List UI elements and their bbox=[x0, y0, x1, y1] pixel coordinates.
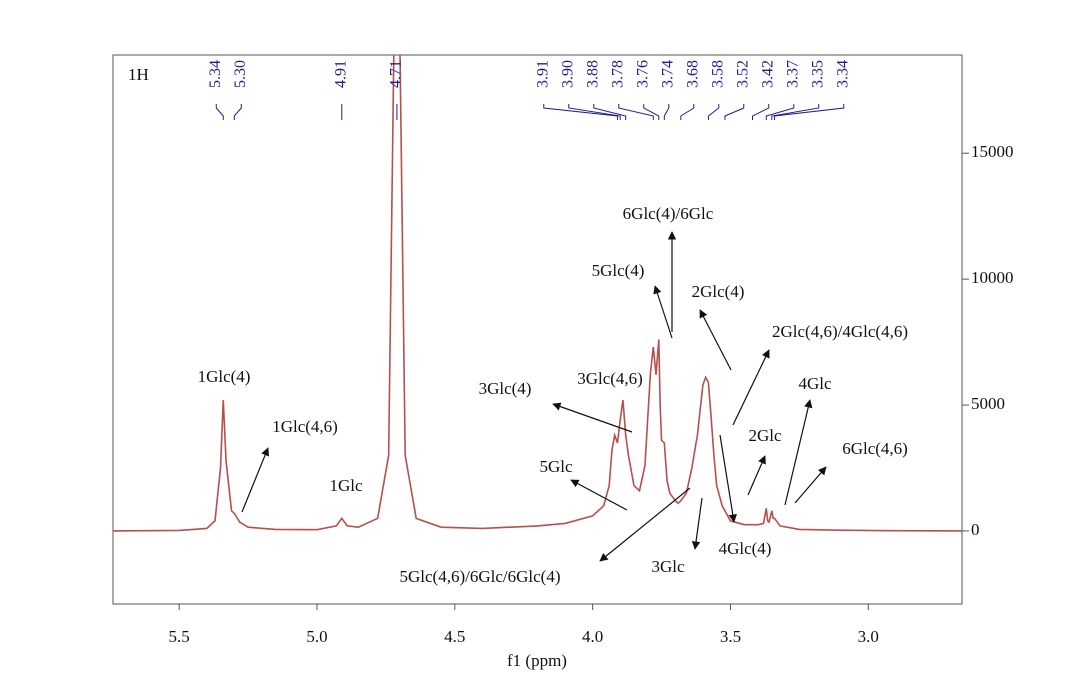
annotation: 4Glc bbox=[798, 374, 832, 393]
annotation: 4Glc(4) bbox=[719, 539, 772, 558]
plot-area bbox=[113, 55, 962, 532]
annotation-arrow bbox=[784, 399, 813, 506]
peak-label: 5.34 bbox=[207, 60, 224, 88]
peak-label: 3.68 bbox=[684, 60, 701, 88]
peak-label: 3.76 bbox=[634, 60, 651, 88]
peak-label: 3.34 bbox=[834, 60, 851, 88]
peak-label: 5.30 bbox=[232, 60, 249, 88]
spectrum-line bbox=[113, 55, 962, 532]
y-tick-label: 15000 bbox=[971, 142, 1014, 161]
peak-label: 3.74 bbox=[659, 60, 676, 88]
annotation: 6Glc(4,6) bbox=[842, 439, 908, 458]
peak-connector bbox=[752, 104, 770, 120]
annotation: 6Glc(4)/6Glc bbox=[623, 204, 714, 223]
x-tick-label: 3.0 bbox=[858, 627, 879, 646]
peak-connector bbox=[724, 104, 745, 120]
peak-connector bbox=[618, 104, 654, 120]
annotation: 5Glc bbox=[539, 457, 573, 476]
peak-connector bbox=[568, 104, 621, 120]
peak-connector bbox=[643, 104, 660, 120]
annotation: 3Glc(4,6) bbox=[577, 369, 643, 388]
peak-label: 4.91 bbox=[332, 60, 349, 88]
peak-connector bbox=[707, 104, 720, 120]
annotation-arrow bbox=[570, 479, 628, 511]
annotation-arrow bbox=[653, 285, 673, 339]
peak-label: 3.91 bbox=[534, 60, 551, 88]
annotation: 5Glc(4,6)/6Glc/6Glc(4) bbox=[400, 567, 561, 586]
x-tick-label: 3.5 bbox=[720, 627, 741, 646]
annotation: 1Glc bbox=[329, 476, 363, 495]
peak-label: 3.42 bbox=[759, 60, 776, 88]
corner-label: 1H bbox=[128, 65, 149, 84]
annotation: 1Glc(4) bbox=[198, 367, 251, 386]
y-tick-label: 10000 bbox=[971, 268, 1014, 287]
annotation: 3Glc(4) bbox=[479, 379, 532, 398]
annotation-arrow bbox=[747, 455, 766, 496]
x-tick-label: 4.0 bbox=[582, 627, 603, 646]
annotation-arrow bbox=[241, 447, 270, 513]
peak-connector bbox=[543, 104, 618, 120]
peak-label: 3.35 bbox=[809, 60, 826, 88]
annotation-arrow bbox=[719, 434, 737, 523]
annotation-arrow bbox=[732, 349, 770, 426]
annotation: 5Glc(4) bbox=[592, 261, 645, 280]
annotation: 2Glc(4) bbox=[692, 282, 745, 301]
peak-label: 4.71 bbox=[388, 60, 405, 88]
x-tick-label: 4.5 bbox=[444, 627, 465, 646]
y-tick-label: 0 bbox=[971, 520, 980, 539]
annotation-arrow bbox=[552, 402, 633, 433]
peak-connector bbox=[771, 104, 820, 120]
peak-connector bbox=[233, 104, 242, 120]
annotation: 3Glc bbox=[651, 557, 685, 576]
peak-label: 3.90 bbox=[559, 60, 576, 88]
peak-connector bbox=[215, 104, 224, 120]
annotation: 2Glc bbox=[748, 426, 782, 445]
peak-connector bbox=[593, 104, 627, 120]
peak-label: 3.58 bbox=[709, 60, 726, 88]
annotation-arrow bbox=[699, 309, 732, 371]
peak-label: 3.37 bbox=[784, 60, 801, 88]
x-tick-label: 5.5 bbox=[169, 627, 190, 646]
annotation-arrow bbox=[691, 497, 703, 550]
peak-connector bbox=[774, 104, 845, 120]
annotation-arrow bbox=[599, 487, 691, 562]
y-tick-label: 5000 bbox=[971, 394, 1005, 413]
peak-connector bbox=[663, 104, 670, 120]
peak-label: 3.88 bbox=[584, 60, 601, 88]
annotation: 1Glc(4,6) bbox=[272, 417, 338, 436]
peak-connector bbox=[765, 104, 795, 120]
peak-label: 3.78 bbox=[609, 60, 626, 88]
peak-label: 3.52 bbox=[734, 60, 751, 88]
annotation-arrow bbox=[794, 466, 827, 504]
x-axis-label: f1 (ppm) bbox=[507, 651, 567, 670]
x-tick-label: 5.0 bbox=[306, 627, 327, 646]
annotation: 2Glc(4,6)/4Glc(4,6) bbox=[772, 322, 908, 341]
peak-connector bbox=[680, 104, 695, 120]
plot-frame bbox=[112, 54, 963, 605]
